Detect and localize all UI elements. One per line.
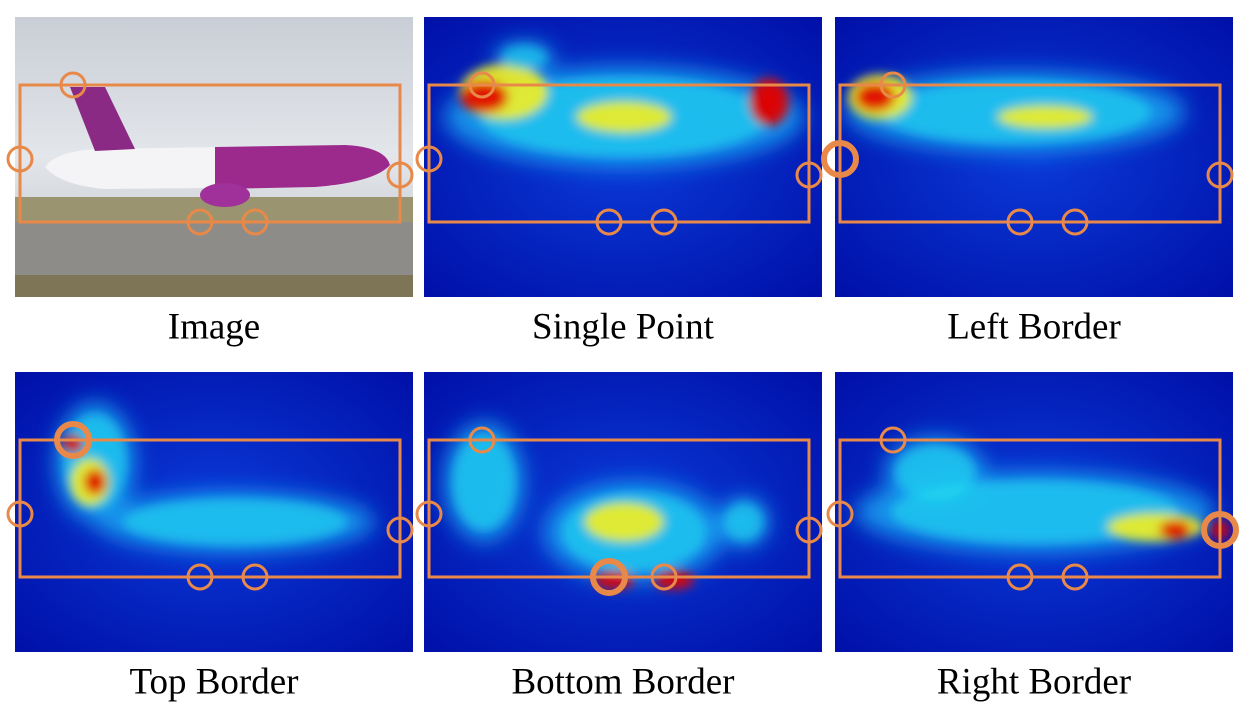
panel-image — [424, 372, 822, 652]
point — [186, 208, 214, 236]
heat-hot — [460, 45, 789, 157]
caption: Bottom Border — [511, 661, 734, 702]
point — [650, 563, 678, 591]
tail — [70, 87, 135, 151]
point — [468, 71, 496, 99]
panel-image — [835, 372, 1233, 652]
caption: Right Border — [937, 661, 1131, 702]
heat-blob — [584, 502, 664, 542]
heat-blob — [123, 498, 347, 546]
panel — [415, 372, 823, 652]
panel-image — [15, 372, 413, 652]
point — [1006, 208, 1034, 236]
point — [821, 140, 859, 178]
panel — [415, 17, 823, 297]
panel — [821, 17, 1234, 297]
livery — [215, 145, 390, 189]
box — [838, 83, 1222, 224]
point — [6, 500, 34, 528]
engine — [200, 183, 250, 207]
point — [386, 516, 414, 544]
point — [386, 161, 414, 189]
point — [241, 563, 269, 591]
point — [54, 421, 92, 459]
heat-blob — [576, 101, 672, 133]
point — [415, 145, 443, 173]
heat-hot — [61, 414, 347, 546]
point — [879, 71, 907, 99]
heat-blob — [1159, 520, 1191, 540]
box — [427, 83, 811, 224]
grass2 — [15, 275, 413, 297]
box — [838, 438, 1222, 579]
heat-blob — [724, 502, 764, 542]
panel-image — [835, 17, 1233, 297]
panel-image — [424, 17, 822, 297]
point — [468, 426, 496, 454]
point — [595, 208, 623, 236]
caption: Top Border — [129, 661, 298, 702]
heat-hot — [452, 434, 764, 590]
heat-blob — [452, 434, 516, 530]
panel — [6, 372, 414, 652]
heat-blob — [895, 444, 975, 500]
point — [879, 426, 907, 454]
heat-blob — [83, 469, 107, 495]
heat-blob — [997, 105, 1093, 129]
point — [826, 500, 854, 528]
panel — [6, 17, 414, 297]
caption: Single Point — [532, 306, 715, 347]
point — [795, 161, 823, 189]
runway — [15, 222, 413, 277]
panel-image — [15, 17, 413, 297]
heat-blob — [654, 570, 694, 590]
heat-blob — [891, 480, 1179, 544]
heat-bg — [835, 17, 1233, 297]
heat-blob — [500, 45, 548, 69]
point — [1061, 563, 1089, 591]
box — [18, 83, 402, 224]
point — [241, 208, 269, 236]
point — [795, 516, 823, 544]
point — [1201, 511, 1239, 549]
caption: Image — [168, 306, 260, 347]
point — [6, 145, 34, 173]
heat-blob — [855, 82, 895, 112]
point — [650, 208, 678, 236]
heat-hot — [891, 444, 1230, 544]
panel — [826, 372, 1239, 652]
heat-blob — [759, 87, 779, 117]
point — [1061, 208, 1089, 236]
caption: Left Border — [947, 306, 1121, 347]
box — [427, 438, 811, 579]
point — [186, 563, 214, 591]
point — [1206, 161, 1234, 189]
point — [59, 71, 87, 99]
point — [1006, 563, 1034, 591]
point — [415, 500, 443, 528]
box — [18, 438, 402, 579]
heat-hot — [848, 74, 1151, 144]
point — [590, 558, 628, 596]
